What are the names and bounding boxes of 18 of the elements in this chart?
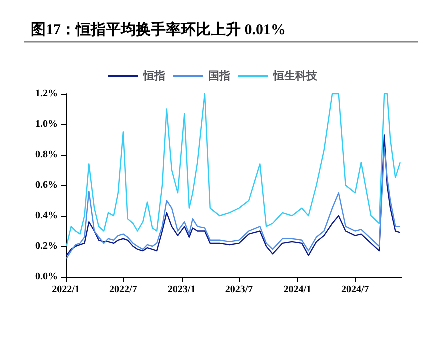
legend-label: 恒指	[142, 70, 166, 82]
x-tick-label: 2023/1	[168, 284, 196, 296]
x-tick-label: 2022/7	[110, 284, 138, 296]
x-tick-label: 2024/1	[284, 284, 312, 296]
y-tick-label: 0.2%	[36, 241, 58, 252]
y-tick-label: 0.4%	[36, 210, 58, 222]
y-tick-label: 0.6%	[36, 180, 58, 191]
y-tick-label: 1.2%	[36, 88, 58, 100]
x-tick-label: 2022/1	[52, 284, 80, 296]
x-tick-label: 2024/7	[341, 284, 370, 296]
line-series	[66, 93, 402, 248]
y-tick-label: 0.0%	[36, 272, 58, 282]
y-tick-label: 1.0%	[36, 119, 58, 130]
chart-title: 图17：恒指平均换手率环比上升 0.01%	[31, 20, 286, 38]
y-tick-label: 0.8%	[36, 150, 58, 160]
legend-label: 恒生科技	[272, 70, 318, 82]
legend-label: 国指	[208, 70, 230, 82]
x-tick-label: 2023/7	[225, 284, 254, 296]
